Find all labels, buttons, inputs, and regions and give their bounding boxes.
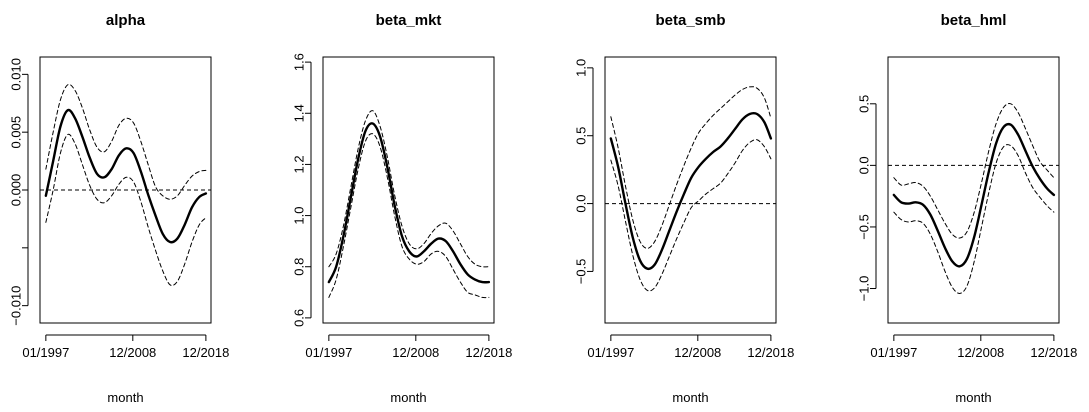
series-line-lower (328, 133, 490, 299)
panel-beta_mkt: beta_mkt 0.6 0.8 1.0 1.2 1.4 1.6 01/1997 12/2008… (292, 12, 513, 405)
x-axis-label: month (672, 390, 708, 405)
y-tick-label: 0.6 (292, 309, 307, 327)
x-tick-label: 12/2018 (465, 345, 512, 360)
series-group (605, 86, 776, 292)
y-tick-label: 0.010 (9, 58, 24, 91)
series-line-upper (45, 83, 207, 200)
series-line-upper (893, 103, 1055, 239)
x-axis-label: month (107, 390, 143, 405)
series-group (327, 110, 491, 299)
x-tick-label: 12/2008 (957, 345, 1004, 360)
y-tick-label: 1.6 (292, 53, 307, 71)
panel-beta_smb: beta_smb −0.5 0.0 0.5 1.0 01/1997 12/2008 12/20… (574, 12, 795, 405)
series-group (888, 103, 1059, 294)
y-tick-label: −0.5 (574, 259, 589, 285)
y-tick-label: 1.4 (292, 104, 307, 122)
y-tick-label: 0.8 (292, 258, 307, 276)
x-tick-label: 12/2008 (674, 345, 721, 360)
series-line-estimate (44, 108, 208, 244)
x-tick-label: 12/2018 (747, 345, 794, 360)
x-tick-label: 01/1997 (587, 345, 634, 360)
x-tick-label: 01/1997 (870, 345, 917, 360)
y-tick-label: 1.2 (292, 155, 307, 173)
chart-title: beta_smb (655, 12, 725, 29)
series-line-lower (45, 133, 207, 287)
series-line-lower (610, 139, 772, 292)
chart-title: beta_hml (941, 12, 1007, 29)
x-tick-label: 01/1997 (22, 345, 69, 360)
panel-beta_hml: beta_hml −1.0 −0.5 0.0 0.5 01/1997 12/2008 12/2… (857, 12, 1078, 405)
y-tick-label: 1.0 (292, 207, 307, 225)
x-axis-label: month (955, 390, 991, 405)
x-axis-label: month (390, 390, 426, 405)
chart-title: beta_mkt (376, 12, 442, 29)
y-tick-label: −1.0 (857, 276, 872, 302)
series-line-upper (328, 110, 490, 268)
series-line-lower (893, 144, 1055, 294)
y-tick-label: 0.0 (574, 195, 589, 213)
x-tick-label: 12/2008 (392, 345, 439, 360)
y-tick-label: 1.0 (574, 59, 589, 77)
series-line-estimate (327, 122, 491, 284)
y-tick-label: 0.000 (9, 174, 24, 207)
series-line-upper (610, 86, 772, 249)
series-line-estimate (892, 122, 1056, 268)
series-line-estimate (609, 111, 773, 271)
plot-frame (322, 56, 495, 324)
y-tick-label: 0.5 (857, 95, 872, 113)
x-tick-label: 12/2018 (1030, 345, 1077, 360)
plot-frame (604, 56, 777, 324)
panel-alpha: alpha −0.010 0.000 0.005 0.010 01/1997 12/2008… (9, 12, 230, 405)
y-tick-label: 0.005 (9, 116, 24, 149)
x-tick-label: 12/2018 (182, 345, 229, 360)
plot-frame (887, 56, 1060, 324)
y-tick-label: −0.010 (9, 286, 24, 326)
y-tick-label: 0.5 (574, 127, 589, 145)
chart-title: alpha (106, 12, 146, 29)
series-group (40, 83, 211, 287)
y-tick-label: −0.5 (857, 214, 872, 240)
x-tick-label: 01/1997 (305, 345, 352, 360)
y-tick-label: 0.0 (857, 156, 872, 174)
x-tick-label: 12/2008 (109, 345, 156, 360)
